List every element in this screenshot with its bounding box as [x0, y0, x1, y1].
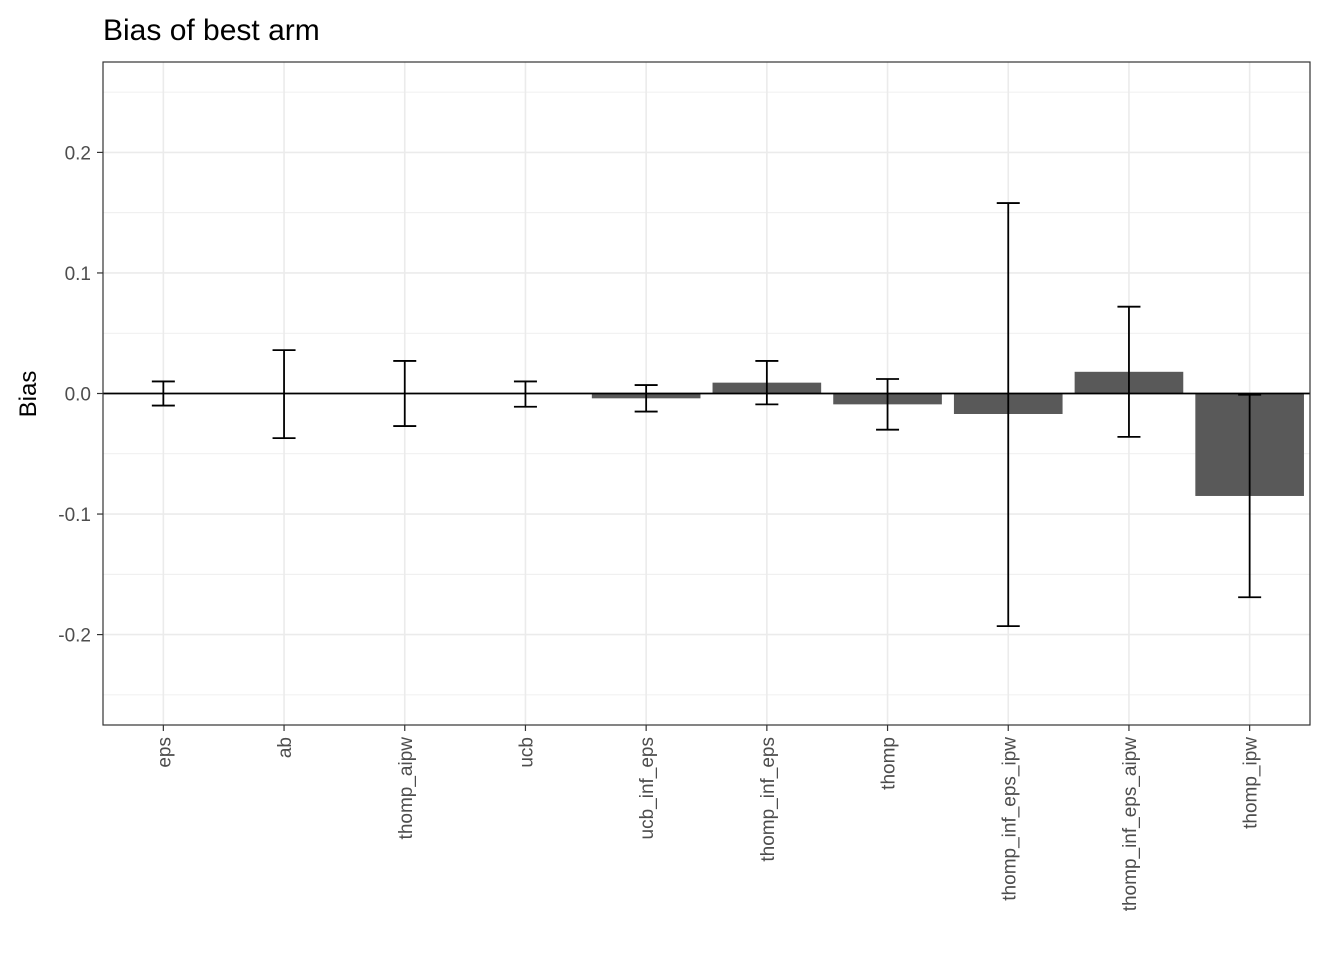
y-tick-label: -0.2 — [58, 626, 91, 647]
x-tick-label-ucb_inf_eps: ucb_inf_eps — [637, 737, 658, 839]
errorbar-eps — [151, 380, 175, 407]
errorbar-ucb_inf_eps — [634, 384, 658, 413]
x-tick-label-thomp_inf_eps_aipw: thomp_inf_eps_aipw — [1120, 737, 1141, 912]
y-tick-label: 0.0 — [65, 385, 91, 406]
errorbar-ab — [272, 349, 296, 440]
y-tick-label: 0.1 — [65, 264, 91, 285]
x-tick-label-ucb: ucb — [516, 737, 537, 768]
y-axis: -0.2 -0.1 0.0 0.1 0.2 — [58, 143, 103, 647]
x-tick-label-ab: ab — [275, 737, 296, 758]
y-tick-label: 0.2 — [65, 143, 91, 164]
errorbar-ucb — [513, 380, 537, 408]
errorbars-layer — [151, 202, 1262, 628]
errorbar-thomp — [876, 378, 900, 431]
errorbar-thomp_inf_eps — [755, 360, 779, 406]
y-axis-label: Bias — [15, 371, 42, 418]
x-tick-label-thomp_inf_eps: thomp_inf_eps — [758, 737, 779, 862]
x-tick-label-thomp_inf_eps_ipw: thomp_inf_eps_ipw — [999, 737, 1020, 901]
x-axis: eps ab thomp_aipw ucb ucb_inf_eps thomp_inf_e… — [154, 725, 1262, 912]
x-tick-label-thomp_ipw: thomp_ipw — [1241, 737, 1262, 829]
bars-layer — [109, 371, 1304, 496]
x-tick-label-thomp_aipw: thomp_aipw — [396, 737, 417, 840]
errorbar-thomp_inf_eps_ipw — [996, 202, 1020, 628]
errorbar-thomp_aipw — [393, 360, 417, 427]
x-tick-label-eps: eps — [154, 737, 175, 768]
y-tick-label: -0.1 — [58, 505, 91, 526]
errorbar-thomp_ipw — [1238, 393, 1262, 599]
chart-title: Bias of best arm — [103, 14, 320, 47]
x-tick-label-thomp: thomp — [879, 737, 900, 790]
errorbar-thomp_inf_eps_aipw — [1117, 305, 1141, 438]
